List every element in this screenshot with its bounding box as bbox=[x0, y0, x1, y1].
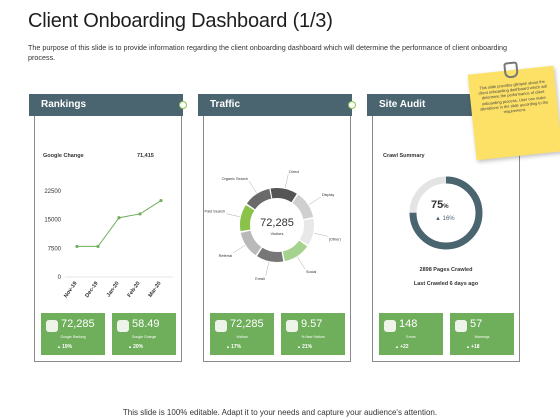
rankings-card: Rankings Google Change 71,415 22500 15000… bbox=[29, 94, 187, 362]
pages-crawled: 2898 Pages Crawled bbox=[419, 267, 473, 273]
y-tick-label: 15000 bbox=[44, 218, 61, 224]
errors-tile: 148 Errors +22 bbox=[379, 313, 443, 355]
traffic-center-value: 72,285 bbox=[260, 217, 294, 229]
segment-leader-line bbox=[308, 196, 321, 205]
new-visitors-value: 9.57 bbox=[301, 318, 323, 330]
data-point bbox=[159, 198, 163, 203]
visitors-icon bbox=[215, 320, 227, 332]
visitors-change: 17% bbox=[226, 344, 241, 350]
gauge-value: 75% bbox=[431, 199, 449, 211]
segment-label: Display bbox=[322, 193, 335, 197]
segment-label: Social bbox=[306, 270, 316, 274]
gauge-arc bbox=[409, 176, 483, 250]
traffic-donut-chart: Direct Display (Other) Social Email Referral P… bbox=[205, 170, 342, 281]
y-tick-label: 7500 bbox=[48, 246, 62, 252]
segment-leader-line bbox=[248, 181, 257, 194]
crawl-gauge bbox=[409, 176, 483, 250]
visitors-label: Visitors bbox=[236, 335, 248, 339]
sticky-note-text: This slide provides glimpse about the cl… bbox=[478, 78, 549, 115]
traffic-header: Traffic bbox=[198, 94, 356, 116]
traffic-center-label: Visitors bbox=[270, 231, 284, 236]
visitors-tile: 72,285 Visitors 17% bbox=[210, 313, 274, 355]
page-title: Client Onboarding Dashboard (1/3) bbox=[28, 10, 333, 32]
segment-leader-line bbox=[233, 245, 246, 254]
google-ranking-change: 19% bbox=[57, 344, 72, 350]
gauge-change-value: 16% bbox=[442, 216, 455, 222]
x-tick-label: Jan-20 bbox=[106, 281, 121, 299]
segment-label: (Other) bbox=[329, 237, 342, 241]
errors-icon bbox=[384, 320, 396, 332]
segment-label: Direct bbox=[289, 170, 300, 174]
data-point bbox=[96, 244, 100, 249]
new-visitors-label: % New Visitors bbox=[301, 335, 325, 339]
x-tick-label: Nov-19 bbox=[63, 281, 78, 299]
crawl-summary-label: Crawl Summary bbox=[383, 153, 425, 159]
series-line bbox=[77, 200, 162, 247]
google-change-tile-label: Google Change bbox=[131, 335, 157, 339]
errors-value: 148 bbox=[399, 318, 418, 330]
google-change-icon bbox=[117, 320, 129, 332]
y-tick-label: 0 bbox=[58, 275, 62, 281]
donut-segment bbox=[240, 187, 314, 262]
warnings-icon bbox=[455, 320, 467, 332]
up-arrow-icon: ▲ bbox=[435, 216, 443, 222]
rankings-line-chart: 22500 15000 7500 0 Nov-19 Dec-19 Jan-20 Feb-20… bbox=[44, 189, 173, 299]
gauge-number: 75 bbox=[431, 199, 444, 211]
warnings-label: Warnings bbox=[474, 335, 490, 339]
segment-label: Organic Search bbox=[222, 177, 248, 181]
errors-label: Errors bbox=[406, 335, 416, 339]
new-visitors-icon bbox=[286, 320, 298, 332]
last-crawled: Last Crawled 6 days ago bbox=[413, 281, 479, 287]
x-tick-label: Feb-20 bbox=[127, 281, 142, 299]
google-ranking-tile: 72,285 Google Ranking 19% bbox=[41, 313, 105, 355]
data-point bbox=[75, 244, 79, 249]
ranking-icon bbox=[46, 320, 58, 332]
segment-leader-line bbox=[226, 213, 240, 217]
segment-leader-line bbox=[265, 262, 269, 276]
segment-label: Referral bbox=[219, 254, 233, 258]
google-change-tile-change: 20% bbox=[128, 344, 143, 350]
y-tick-label: 22500 bbox=[44, 189, 61, 195]
google-change-tile: 58.49 Google Change 20% bbox=[112, 313, 176, 355]
data-point bbox=[138, 212, 142, 216]
new-visitors-tile: 9.57 % New Visitors 21% bbox=[281, 313, 345, 355]
segment-label: Paid Search bbox=[205, 210, 226, 214]
x-tick-label: Dec-19 bbox=[84, 281, 99, 299]
google-change-label: Google Change bbox=[43, 153, 84, 159]
segment-label: Email bbox=[255, 277, 265, 281]
paper-clip-icon bbox=[503, 61, 519, 79]
rankings-header: Rankings bbox=[29, 94, 187, 116]
errors-change: +22 bbox=[395, 344, 408, 350]
gauge-change: ▲ 16% bbox=[435, 216, 455, 222]
x-tick-label: Mar-20 bbox=[148, 281, 163, 299]
warnings-tile: 57 Warnings +18 bbox=[450, 313, 514, 355]
segment-leader-line bbox=[297, 256, 306, 269]
page-description: The purpose of this slide is to provide … bbox=[28, 43, 508, 62]
visitors-value: 72,285 bbox=[230, 318, 264, 330]
footer-text: This slide is 100% editable. Adapt it to… bbox=[122, 408, 438, 417]
segment-leader-line bbox=[314, 233, 328, 237]
google-change-tile-value: 58.49 bbox=[132, 318, 160, 330]
sticky-note: This slide provides glimpse about the cl… bbox=[467, 65, 560, 161]
data-point bbox=[117, 216, 121, 220]
segment-leader-line bbox=[285, 174, 289, 188]
google-ranking-label: Google Ranking bbox=[60, 335, 86, 339]
warnings-change: +18 bbox=[466, 344, 479, 350]
google-change-value: 71,415 bbox=[137, 153, 154, 159]
traffic-card: Traffic Direct Display (Other) Social Email R… bbox=[198, 94, 356, 362]
google-ranking-value: 72,285 bbox=[61, 318, 95, 330]
new-visitors-change: 21% bbox=[297, 344, 312, 350]
warnings-value: 57 bbox=[470, 318, 483, 330]
gauge-unit: % bbox=[443, 204, 449, 210]
